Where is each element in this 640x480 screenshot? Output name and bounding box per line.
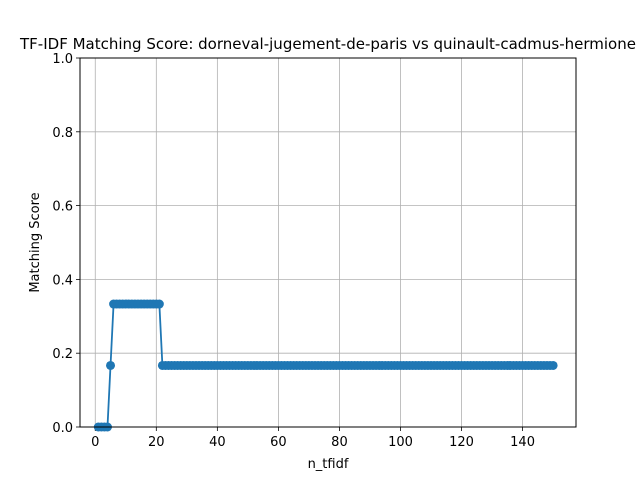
x-tick-label: 0 <box>91 435 99 450</box>
y-tick-label: 0.0 <box>52 421 73 436</box>
y-axis-label: Matching Score <box>28 192 43 292</box>
y-tick-label: 0.8 <box>52 126 73 141</box>
data-point <box>154 299 164 309</box>
series-line <box>93 299 558 432</box>
x-tick-label: 40 <box>209 435 226 450</box>
x-tick-label: 80 <box>331 435 348 450</box>
chart-title: TF-IDF Matching Score: dorneval-jugement… <box>19 35 636 53</box>
y-tick-label: 0.2 <box>52 347 73 362</box>
data-point <box>106 360 116 370</box>
y-tick-label: 0.6 <box>52 200 73 215</box>
axes-frame <box>79 57 577 428</box>
y-tick-label: 1.0 <box>52 52 73 67</box>
x-tick-label: 20 <box>148 435 165 450</box>
y-tick-label: 0.4 <box>52 273 73 288</box>
ticks: 0 20 40 60 80 100 120 140 0.0 0.2 0.4 0.6 0.8 1.0 <box>52 52 535 450</box>
x-tick-label: 100 <box>388 435 413 450</box>
data-point <box>548 360 558 370</box>
x-axis-label: n_tfidf <box>308 457 349 472</box>
x-tick-label: 120 <box>449 435 474 450</box>
x-tick-label: 60 <box>270 435 287 450</box>
x-tick-label: 140 <box>510 435 535 450</box>
